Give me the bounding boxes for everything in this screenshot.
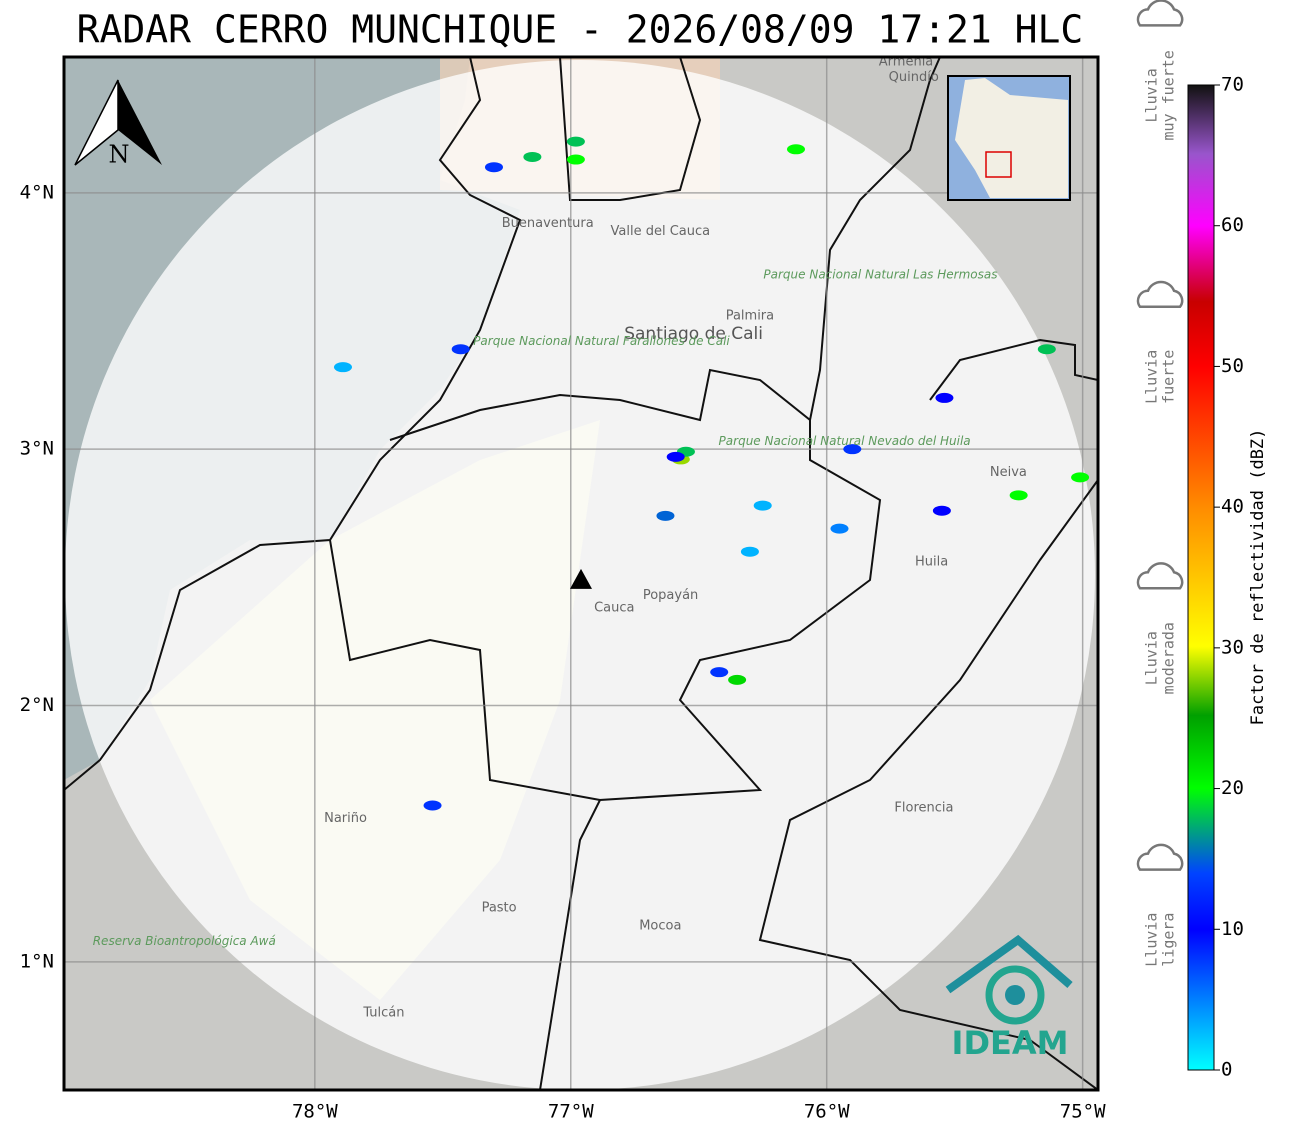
logo: IDEAM: [945, 934, 1073, 1062]
radar-echo: [1071, 472, 1090, 483]
rain-label: Lluvia: [1143, 350, 1161, 404]
colorbar-tick-label: 0: [1221, 1059, 1232, 1081]
rain-label: ligera: [1160, 913, 1178, 967]
y-tick-label: 4°N: [20, 181, 54, 203]
place-label: Huila: [915, 554, 948, 569]
colorbar-tick-label: 70: [1221, 74, 1244, 96]
rain-legend-item: Lluvia moderada: [1136, 562, 1184, 694]
inset-land: [955, 78, 1068, 198]
radar-echo: [843, 444, 862, 455]
radar-site: [570, 568, 592, 589]
radar-echo: [740, 546, 759, 557]
logo-swirl: [985, 965, 1045, 1025]
rain-label: Lluvia: [1143, 631, 1161, 685]
radar-echo: [830, 523, 849, 534]
x-tick-label: 75°W: [1060, 1101, 1106, 1123]
rain-label: muy fuerte: [1160, 50, 1178, 140]
radar-echo: [935, 392, 954, 403]
plot-frame: [62, 55, 1100, 1092]
radar-echo: [566, 136, 585, 147]
logo-roof: [945, 934, 1073, 994]
inset-extent: [985, 151, 1012, 178]
place-label: Tulcán: [362, 1006, 404, 1021]
inset-map: [947, 75, 1071, 201]
x-tick-label: 77°W: [548, 1101, 594, 1123]
title: RADAR CERRO MUNCHIQUE - 2026/08/09 17:21…: [77, 8, 1084, 52]
place-label: Parque Nacional Natural Las Hermosas: [763, 267, 997, 281]
place-label: Buenaventura: [502, 216, 594, 231]
place-label: Pasto: [482, 901, 517, 916]
radar-echo: [710, 667, 729, 678]
colorbar-tick-label: 20: [1221, 777, 1244, 799]
y-tick-label: 3°N: [20, 438, 54, 460]
y-tick-label: 1°N: [20, 950, 54, 972]
colorbar-tick-label: 10: [1221, 918, 1244, 940]
basemap: [64, 57, 1098, 1090]
place-label: Valle del Cauca: [611, 224, 711, 239]
place-label: Quindío: [889, 70, 939, 85]
grid: 78°W 77°W 76°W 75°W 4°N 3°N 2°N 1°N: [20, 57, 1106, 1123]
place-label: Florencia: [894, 801, 953, 816]
rain-legend-item: Lluvia fuerte: [1136, 280, 1184, 404]
colorbar-tick-label: 50: [1221, 355, 1244, 377]
north-label: N: [109, 141, 130, 169]
radar-echo: [451, 344, 470, 355]
radar-echo: [656, 510, 675, 521]
radar-echo: [333, 362, 352, 373]
radar-echo: [1009, 490, 1028, 501]
y-tick-label: 2°N: [20, 694, 54, 716]
place-label: Parque Nacional Natural Farallones de Ca…: [473, 334, 730, 348]
colorbar-tick-label: 30: [1221, 636, 1244, 658]
x-tick-label: 78°W: [292, 1101, 338, 1123]
rain-label: fuerte: [1160, 350, 1178, 404]
place-label: Popayán: [643, 588, 698, 603]
colorbar-label: Factor de reflectividad (dBZ): [1248, 429, 1268, 726]
radar-echo: [423, 800, 442, 811]
rain-legend-item: Lluvia ligera: [1136, 843, 1184, 967]
place-label: Parque Nacional Natural Nevado del Huila: [719, 434, 971, 448]
borders: [64, 57, 1098, 1090]
radar-echo: [932, 505, 951, 516]
place-label: Neiva: [990, 465, 1027, 480]
radar-echo: [1037, 344, 1056, 355]
colorbar-tick-label: 60: [1221, 214, 1244, 236]
logo-eye: [1005, 985, 1025, 1005]
place-label: Reserva Bioantropológica Awá: [93, 934, 276, 948]
radar-echo: [786, 144, 805, 155]
rain-label: Lluvia: [1143, 913, 1161, 967]
colorbar: [1187, 84, 1215, 1071]
radar-echo: [666, 451, 685, 462]
place-label: Palmira: [726, 308, 774, 323]
rain-label: moderada: [1160, 622, 1178, 694]
north-arrow-right: [118, 80, 162, 165]
colorbar-ticks: 0 10 20 30 40 50 60 70: [1214, 74, 1244, 1081]
radar-echo: [753, 500, 772, 511]
radar-echo: [484, 162, 503, 173]
radar-echo: [566, 154, 585, 165]
colorbar-tick-label: 40: [1221, 496, 1244, 518]
place-label: Santiago de Cali: [624, 324, 763, 344]
cloud-icon: [1136, 280, 1184, 309]
north-arrow: N: [74, 79, 162, 169]
rain-label: Lluvia: [1143, 68, 1161, 122]
echoes: [333, 136, 1090, 811]
rain-legend-item: Lluvia muy fuerte: [1136, 0, 1184, 141]
place-label: Nariño: [324, 811, 367, 826]
cloud-icon: [1136, 562, 1184, 590]
radar-echo: [523, 151, 542, 162]
place-labels: Buenaventura Valle del Cauca PalmiraSantia…: [93, 55, 1027, 1021]
place-label: Cauca: [594, 601, 634, 616]
radar-echo: [728, 674, 747, 685]
x-tick-label: 76°W: [804, 1101, 850, 1123]
cloud-icon: [1136, 843, 1184, 871]
cloud-icon: [1136, 0, 1184, 27]
place-label: Mocoa: [639, 918, 681, 933]
logo-text: IDEAM: [952, 1024, 1069, 1062]
